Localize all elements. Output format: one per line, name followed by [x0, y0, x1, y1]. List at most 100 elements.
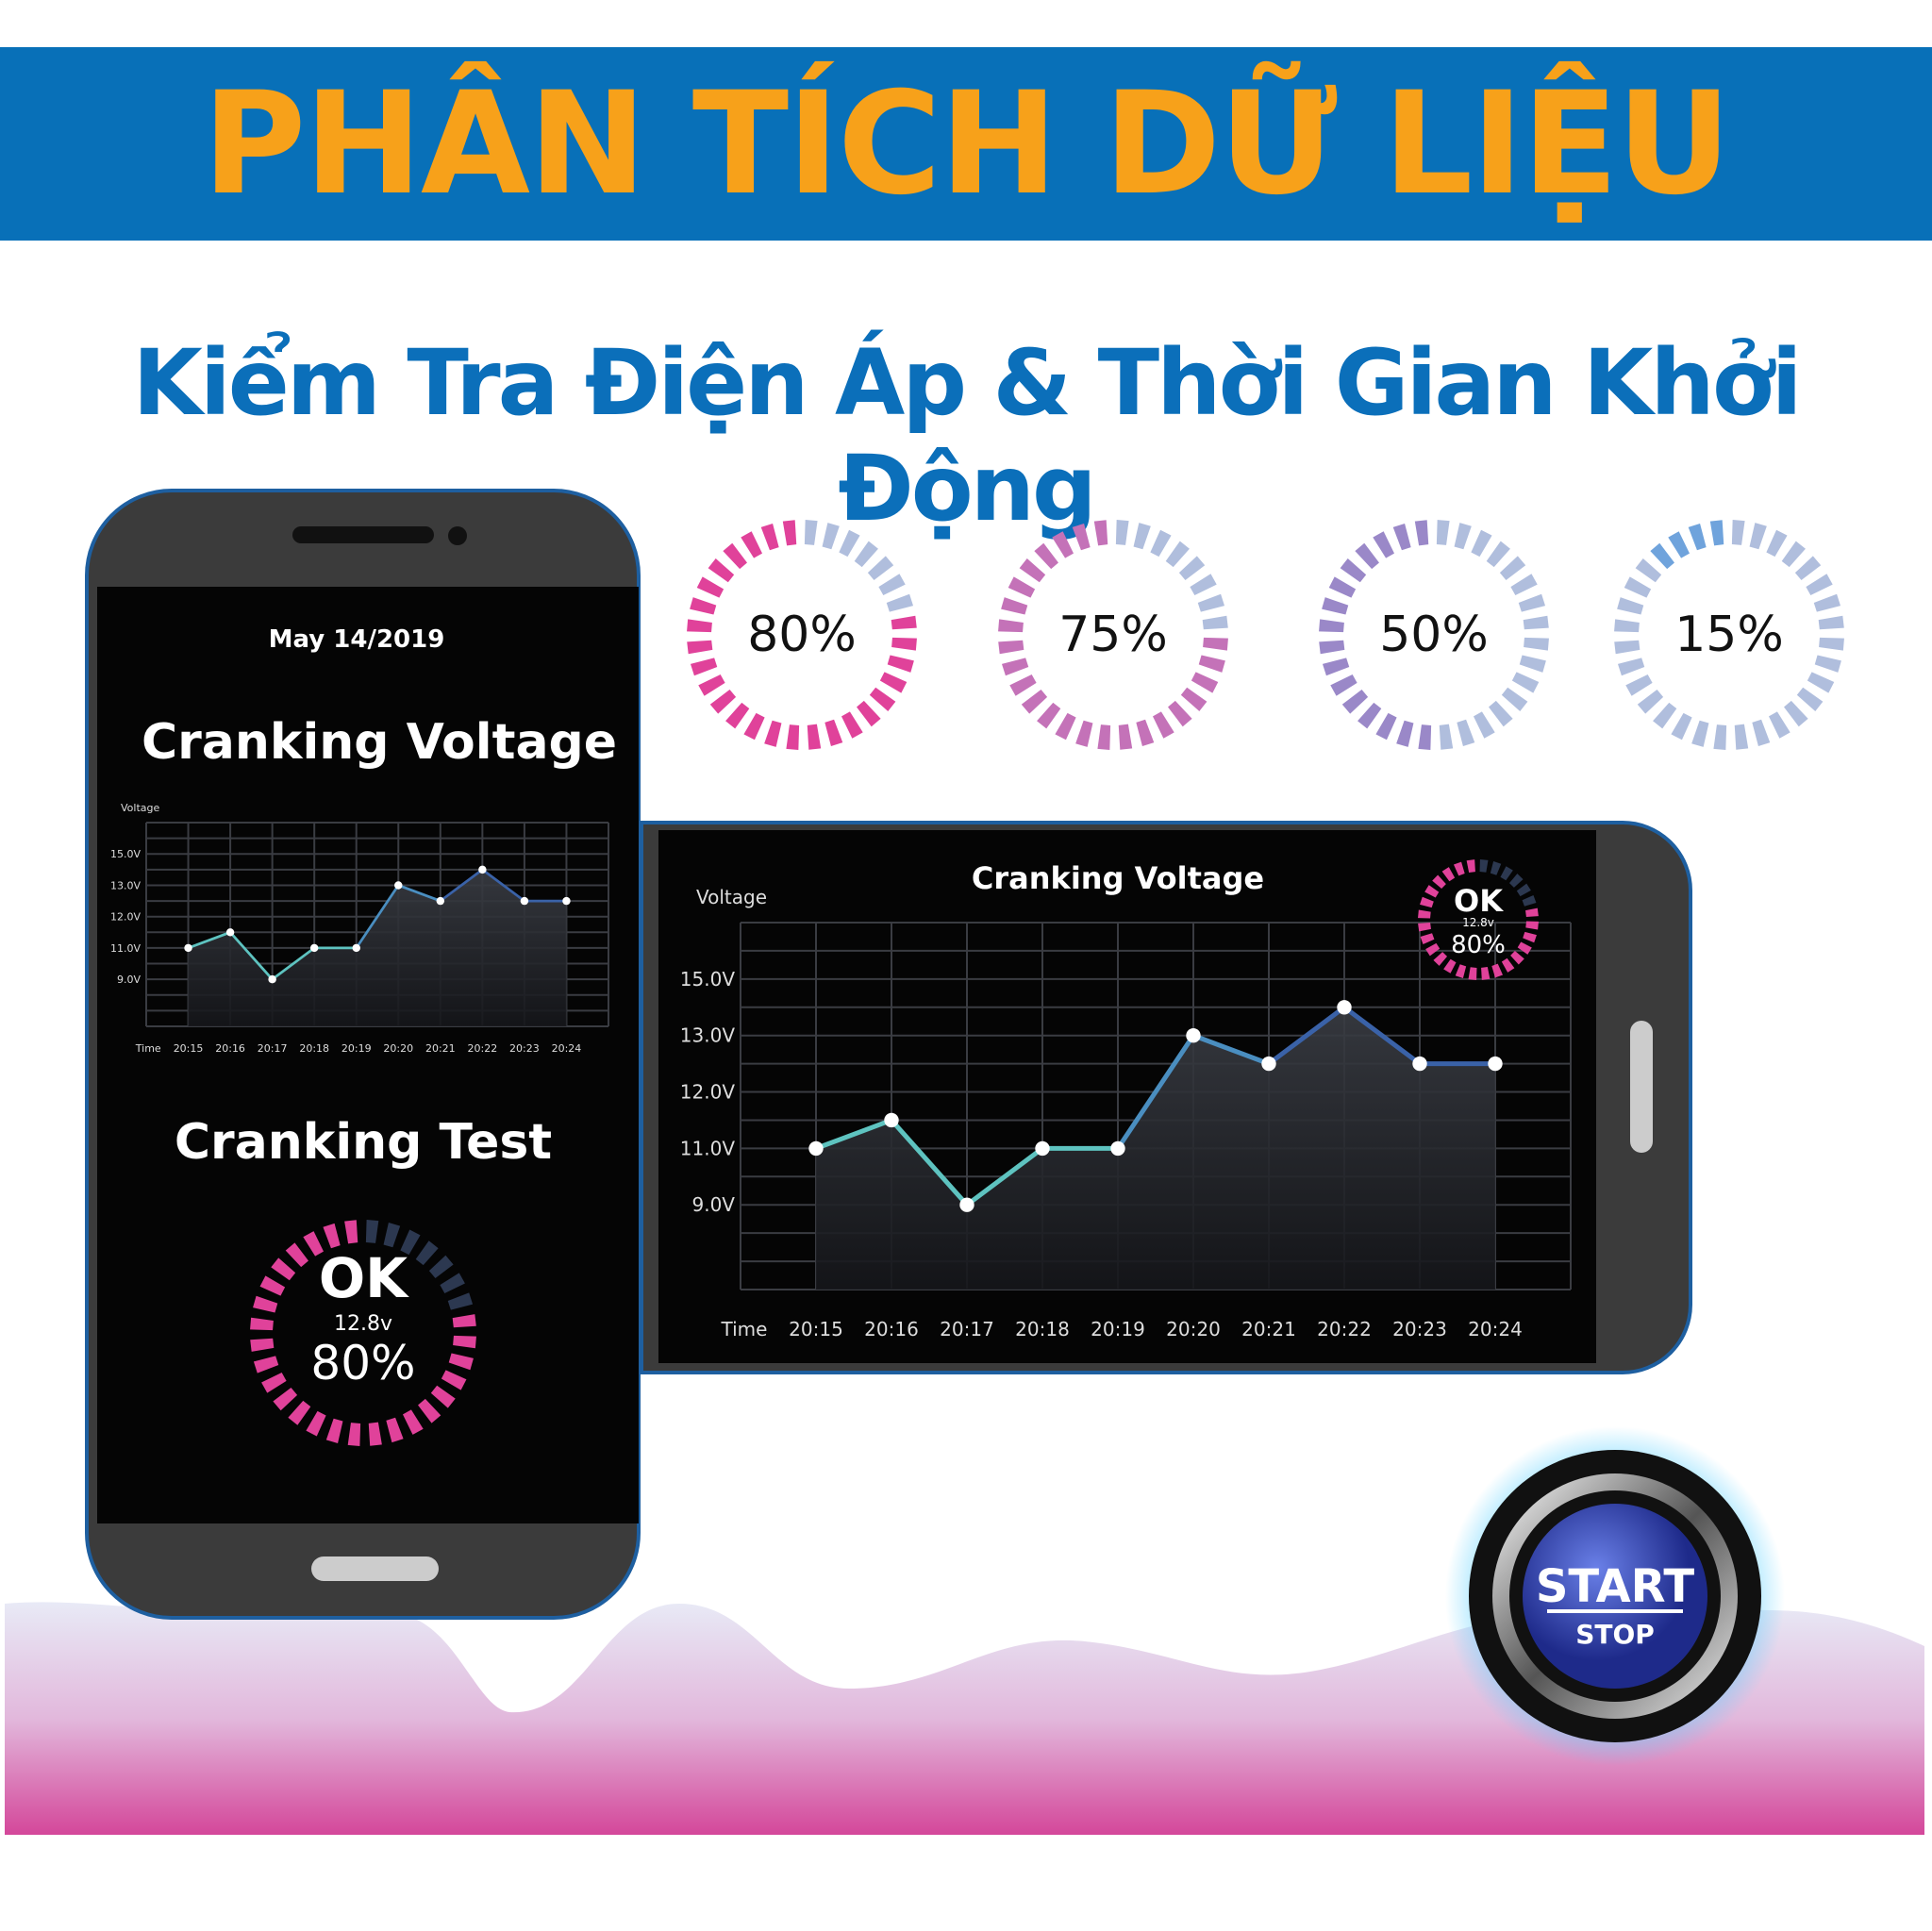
gauge-segment	[1168, 700, 1192, 727]
gauge-segment	[1001, 658, 1029, 676]
gauge-segment	[1432, 874, 1446, 890]
gauge-segment	[1093, 520, 1108, 546]
x-tick-label: 20:20	[383, 1042, 413, 1055]
home-button	[311, 1556, 439, 1581]
gauge-segment	[1165, 541, 1190, 568]
gauge-segment	[1150, 529, 1172, 558]
area-fill	[188, 869, 567, 1026]
gauges: 80% 75% 50% 15%	[687, 520, 1844, 750]
gauge-segment	[1524, 637, 1549, 651]
gauge-segment	[1055, 712, 1076, 741]
gauge-segment	[400, 1229, 421, 1256]
y-tick-label: 15.0V	[680, 968, 736, 990]
gauge-segment	[1375, 712, 1397, 741]
data-point	[1186, 1028, 1201, 1043]
gauge-segment	[1806, 574, 1833, 596]
gauge-segment	[273, 1388, 298, 1411]
x-tick-label: 20:15	[174, 1042, 204, 1055]
gauge-segment	[1008, 576, 1036, 598]
gauge-segment	[1489, 700, 1513, 727]
gauge-ring	[250, 1220, 476, 1446]
data-point	[959, 1197, 974, 1212]
gauge-segment	[1501, 687, 1528, 711]
gauge-segment	[1614, 640, 1641, 655]
series-line	[815, 1118, 892, 1151]
gauge-segment	[428, 1255, 454, 1278]
test-title: Cranking Test	[175, 1114, 552, 1171]
gauge-segment	[1152, 711, 1174, 739]
x-tick-label: 20:18	[299, 1042, 329, 1055]
gauge-segment	[1508, 874, 1524, 888]
gauge-segment	[709, 690, 737, 714]
gauge-segment	[764, 720, 782, 747]
gauge-segment	[1752, 719, 1771, 747]
gauge-segment	[1453, 861, 1465, 876]
data-point	[184, 943, 192, 953]
y-axis-label: Voltage	[121, 802, 159, 814]
gauge-segment	[1203, 637, 1228, 651]
gauge-segment	[1319, 640, 1345, 655]
gauge-segment	[303, 1231, 325, 1257]
gauge-segment	[418, 1398, 441, 1423]
gauge-segment	[1471, 529, 1492, 558]
gauge-segment	[1136, 719, 1155, 747]
gauge-segment	[1202, 615, 1228, 630]
data-point	[225, 928, 235, 937]
gauge-segment	[1072, 523, 1091, 551]
gauge-segment	[1396, 720, 1414, 747]
gauge-segment	[723, 542, 747, 570]
data-point	[1337, 1000, 1352, 1015]
gauge-segment	[323, 1223, 341, 1249]
gauge-segment	[1768, 711, 1790, 739]
data-point	[1261, 1056, 1276, 1072]
gauge-segment	[365, 1220, 379, 1243]
gauge-segment	[887, 655, 914, 673]
x-tick-label: 20:22	[468, 1042, 498, 1055]
gauge-segment	[1052, 531, 1074, 558]
gauge-ring	[1418, 859, 1539, 980]
series-line	[271, 946, 316, 981]
start-stop-button[interactable]: START STOP	[1445, 1426, 1785, 1766]
gauge-segment	[841, 711, 863, 739]
data-point	[436, 896, 445, 906]
gauge-segment	[854, 541, 878, 568]
series-line	[965, 1146, 1044, 1207]
gauge-segment	[690, 597, 717, 615]
gauge-segment	[891, 615, 917, 630]
data-point	[478, 865, 487, 874]
gauge-segment	[448, 1353, 474, 1371]
gauge-segment	[1466, 859, 1475, 873]
gauge-segment	[1709, 520, 1724, 546]
chart-title: Cranking Voltage	[142, 714, 617, 771]
data-point	[309, 943, 319, 953]
y-tick-label: 9.0V	[117, 974, 141, 986]
gauge-segment	[1418, 909, 1431, 919]
area-fill	[816, 1007, 1495, 1290]
gauge-segment	[782, 520, 797, 546]
gauge-segment	[1637, 690, 1664, 714]
gauge-segment	[1441, 867, 1456, 882]
portrait-phone	[85, 489, 641, 1620]
gauge-segment	[725, 702, 750, 729]
gauge-segment	[687, 619, 712, 633]
series-line	[481, 868, 525, 903]
gauge-segment	[1518, 593, 1546, 612]
data-point	[1110, 1140, 1125, 1157]
gauge-segment	[447, 1292, 474, 1310]
gauge-segment	[1418, 923, 1431, 932]
gauge-segment	[1796, 687, 1824, 711]
gauge-segment	[1818, 615, 1844, 630]
gauge-segment	[1473, 711, 1495, 739]
gauge-segment	[285, 1242, 308, 1268]
gauge-segment	[1097, 724, 1111, 750]
gauge-voltage: 12.8v	[1462, 916, 1494, 929]
gauge-status: OK	[1454, 883, 1504, 919]
data-point	[1412, 1056, 1427, 1072]
gauge-segment	[807, 724, 822, 750]
y-tick-label: 15.0V	[110, 848, 141, 860]
x-tick-label: 20:23	[509, 1042, 540, 1055]
gauge-segment	[1479, 859, 1489, 873]
gauge-percent: 80%	[1451, 931, 1506, 959]
start-label: START	[1536, 1560, 1695, 1613]
